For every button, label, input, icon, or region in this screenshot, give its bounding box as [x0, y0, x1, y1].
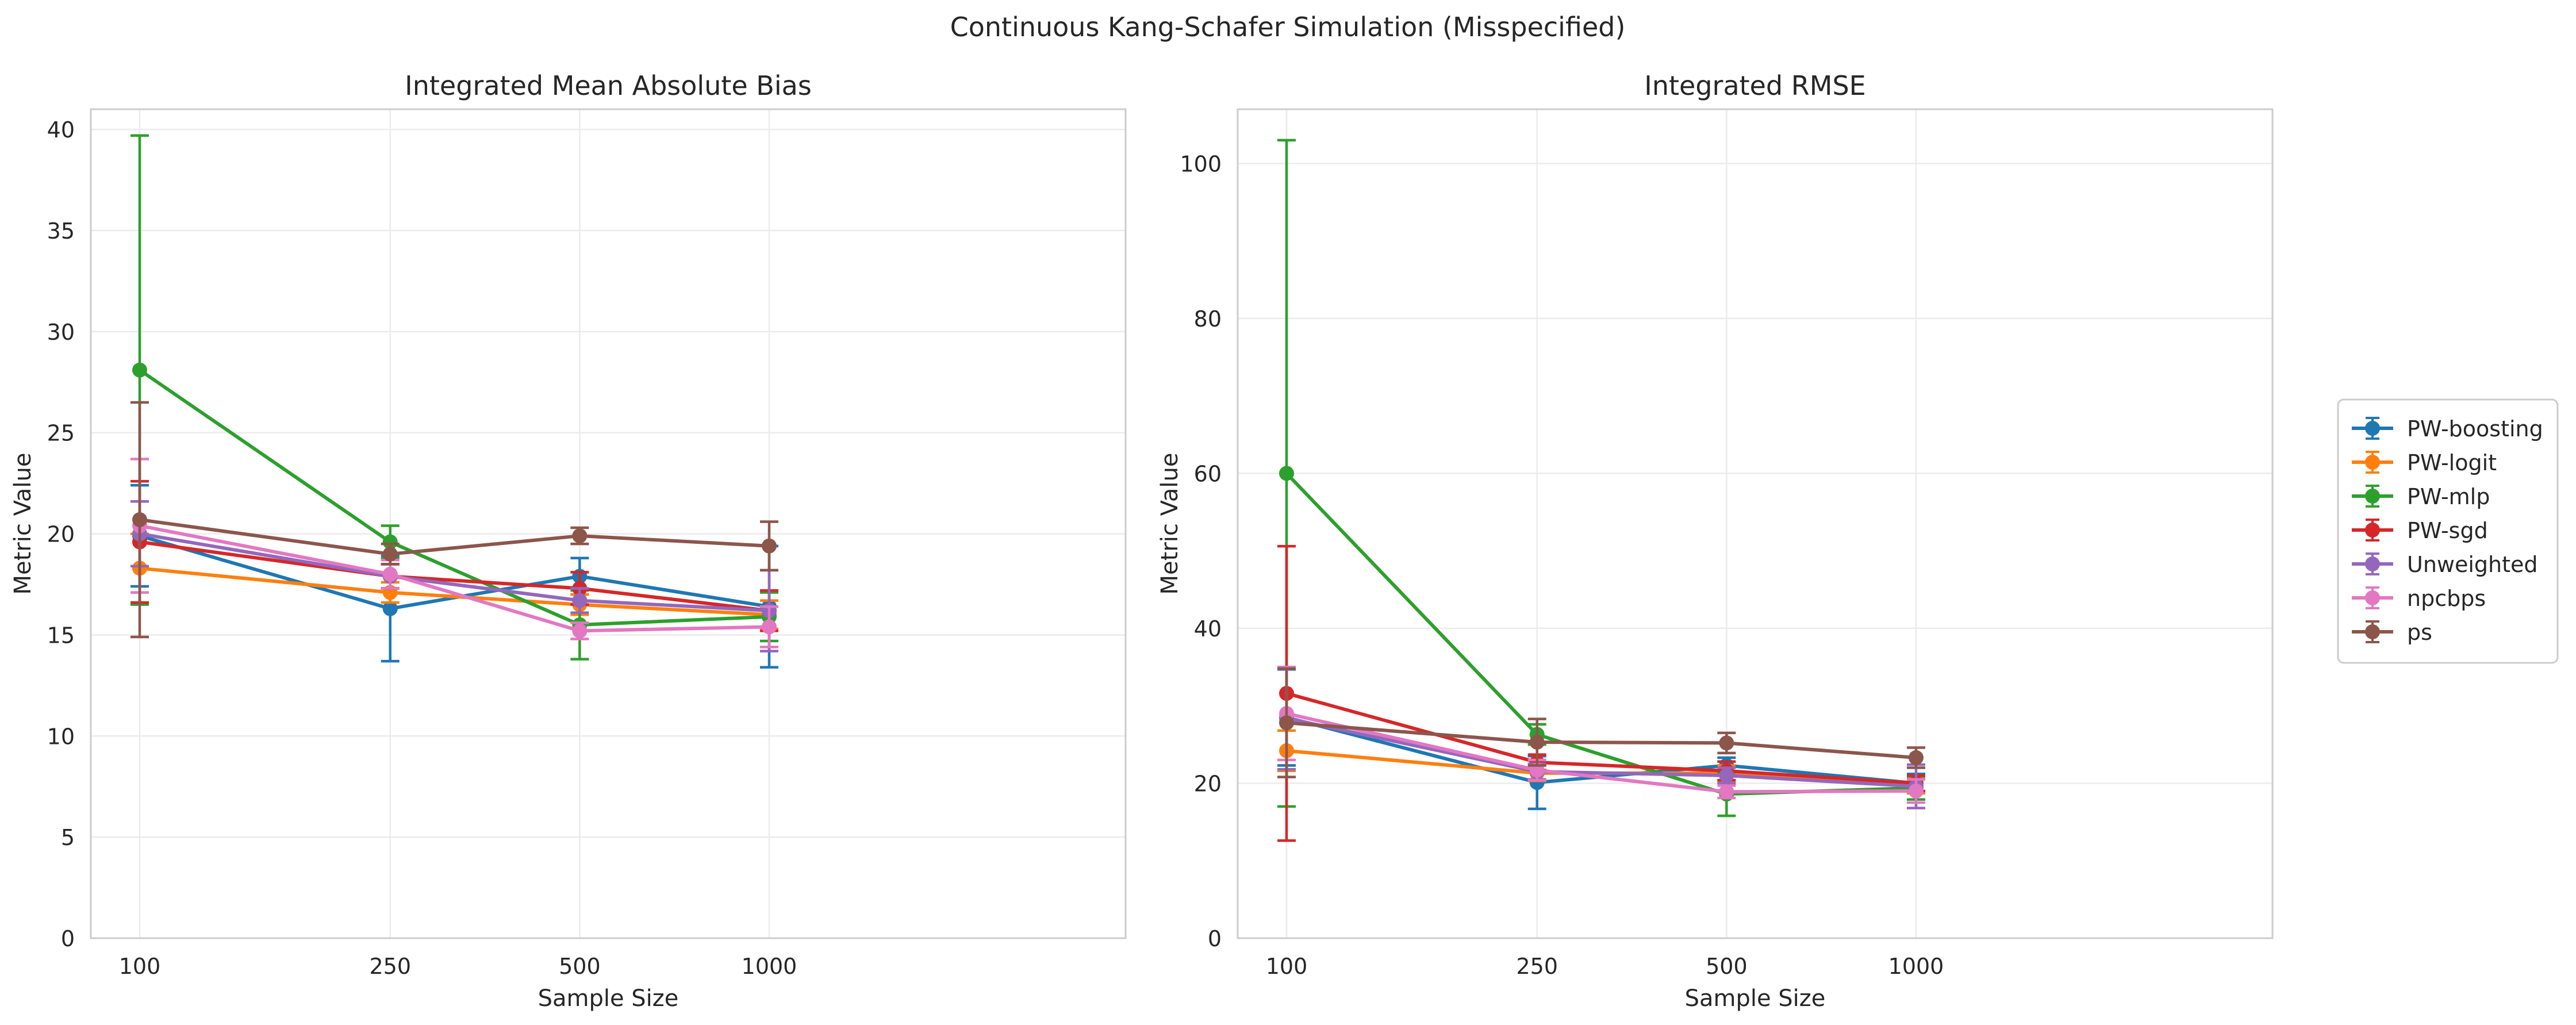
- data-point: [382, 534, 398, 550]
- data-point: [1909, 750, 1924, 765]
- legend-label: PW-sgd: [2407, 518, 2488, 543]
- data-point: [132, 512, 147, 527]
- chart-legend: PW-boosting PW-logit PW-mlp PW-sgd Unweighte…: [2337, 398, 2559, 664]
- data-point: [1279, 466, 1294, 481]
- chart-1-series-ps: [1277, 667, 1925, 778]
- legend-entry-ps: ps: [2352, 620, 2432, 645]
- chart-0-x-tick-label: 1000: [742, 954, 797, 979]
- chart-0-title: Integrated Mean Absolute Bias: [405, 70, 812, 101]
- legend-entry-pw-logit: PW-logit: [2352, 450, 2497, 475]
- legend-marker: [2365, 489, 2380, 504]
- chart-1-title: Integrated RMSE: [1644, 70, 1865, 101]
- chart-0-y-axis-label: Metric Value: [10, 453, 36, 595]
- chart-1-y-tick-label: 100: [1180, 151, 1222, 176]
- chart-1-x-tick-label: 1000: [1888, 954, 1944, 979]
- chart-1-x-tick-label: 250: [1516, 954, 1558, 979]
- series-line: [139, 534, 770, 611]
- chart-1-x-tick-label: 100: [1266, 954, 1308, 979]
- chart-0-y-tick-label: 15: [47, 623, 75, 648]
- bias-chart-panel: 0 5 10 15 20 25 30 35 40 100 250 500 1000 Integrated …: [10, 70, 1127, 1012]
- chart-1-plot-area: [1238, 109, 2272, 938]
- chart-0-y-tick-label: 40: [47, 117, 75, 143]
- chart-0-plot-area: [91, 109, 1126, 938]
- data-point: [1529, 735, 1545, 750]
- chart-0-y-tick-label: 5: [61, 825, 75, 850]
- series-line: [1286, 692, 1917, 785]
- data-point: [132, 362, 147, 378]
- data-point: [382, 546, 398, 562]
- series-line: [1286, 712, 1917, 794]
- chart-0-frame: [90, 108, 1127, 939]
- legend-label: npcbps: [2407, 586, 2486, 611]
- chart-0-x-tick-label: 500: [559, 954, 601, 979]
- chart-0-y-tick-label: 20: [47, 522, 75, 547]
- series-line: [1286, 721, 1917, 759]
- legend-marker: [2365, 421, 2380, 436]
- chart-1-x-axis-label: Sample Size: [1685, 985, 1826, 1012]
- series-line: [1286, 716, 1917, 788]
- legend-marker: [2365, 590, 2380, 605]
- chart-0-y-tick-label: 25: [47, 421, 75, 446]
- series-line: [139, 532, 770, 613]
- chart-1-y-tick-label: 0: [1208, 926, 1222, 951]
- legend-entry-pw-boosting: PW-boosting: [2352, 416, 2543, 442]
- data-point: [1719, 784, 1734, 800]
- chart-1-y-tick-label: 60: [1194, 461, 1222, 486]
- series-line: [139, 518, 770, 556]
- chart-1-y-tick-label: 40: [1194, 616, 1222, 642]
- legend-label: PW-logit: [2407, 450, 2497, 475]
- data-point: [572, 528, 588, 544]
- data-point: [382, 566, 398, 582]
- legend-entry-unweighted: Unweighted: [2352, 552, 2538, 577]
- data-point: [382, 601, 398, 616]
- rmse-chart-panel: 0 20 40 60 80 100 100 250 500 1000 Integrated RMSE…: [1157, 70, 2274, 1012]
- chart-1-y-tick-label: 80: [1194, 306, 1222, 332]
- data-point: [1719, 767, 1734, 783]
- legend-entry-pw-sgd: PW-sgd: [2352, 518, 2488, 543]
- data-point: [1909, 783, 1924, 798]
- chart-1-y-axis-label: Metric Value: [1157, 453, 1183, 595]
- chart-0-series-ps: [130, 401, 778, 639]
- chart-1-y-tick-label: 20: [1194, 771, 1222, 796]
- series-line: [139, 540, 770, 613]
- series-line: [139, 524, 770, 633]
- data-point: [1279, 715, 1294, 731]
- legend-label: PW-boosting: [2407, 416, 2543, 442]
- chart-0-y-tick-label: 35: [47, 218, 75, 244]
- data-point: [1719, 735, 1734, 751]
- chart-0-y-tick-label: 10: [47, 724, 75, 749]
- legend-marker: [2365, 624, 2380, 639]
- legend-marker: [2365, 455, 2380, 470]
- chart-1-frame: [1237, 108, 2274, 939]
- legend-marker: [2365, 523, 2380, 538]
- data-point: [572, 623, 588, 639]
- chart-0-y-tick-label: 0: [61, 926, 75, 951]
- chart-0-y-tick-label: 30: [47, 320, 75, 345]
- chart-1-x-tick-label: 500: [1706, 954, 1748, 979]
- figure-title: Continuous Kang-Schafer Simulation (Miss…: [950, 11, 1626, 43]
- legend-label: Unweighted: [2407, 552, 2538, 577]
- legend-marker: [2365, 556, 2380, 571]
- series-line: [139, 566, 770, 617]
- legend-label: PW-mlp: [2407, 484, 2490, 509]
- legend-label: ps: [2407, 620, 2432, 645]
- legend-entry-pw-mlp: PW-mlp: [2352, 484, 2490, 509]
- chart-0-x-tick-label: 100: [119, 954, 161, 979]
- legend-entry-npcbps: npcbps: [2352, 586, 2486, 611]
- data-point: [572, 593, 588, 608]
- chart-0-x-axis-label: Sample Size: [538, 985, 679, 1012]
- data-point: [762, 538, 777, 554]
- chart-0-x-tick-label: 250: [369, 954, 411, 979]
- data-point: [762, 619, 777, 635]
